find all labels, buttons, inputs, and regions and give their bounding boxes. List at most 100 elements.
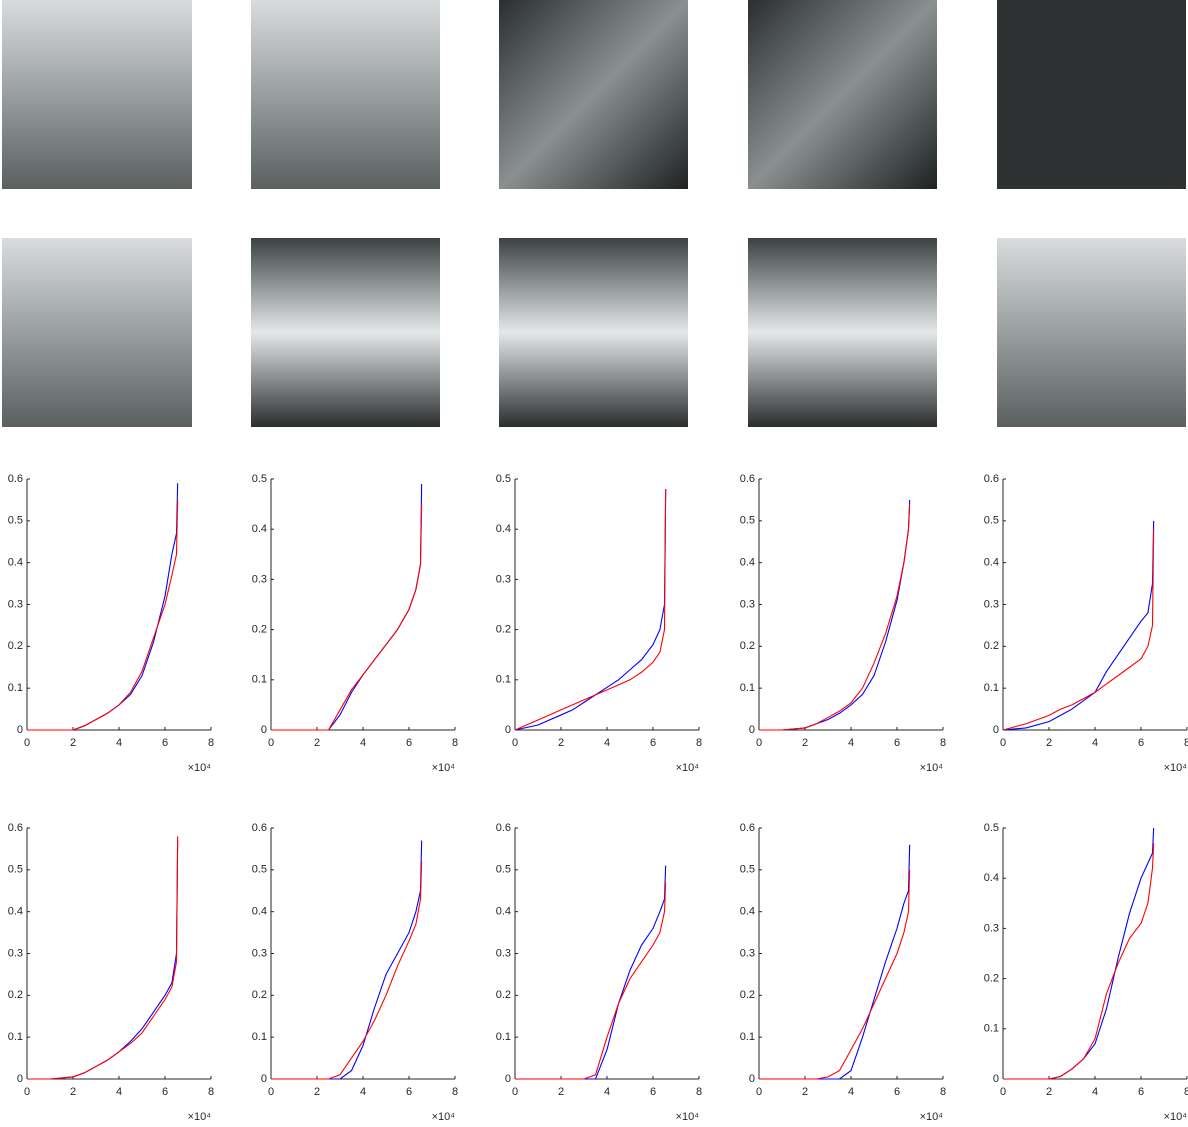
data-line	[515, 866, 666, 1079]
y-tick-label: 0.1	[252, 674, 267, 686]
photo	[997, 0, 1186, 189]
x-tick-label: 6	[894, 1086, 900, 1098]
x-multiplier: ×10⁴	[920, 1111, 944, 1123]
y-tick-label: 0.2	[8, 989, 23, 1001]
y-tick-label: 0.2	[8, 640, 23, 652]
y-tick-label: 0.3	[496, 573, 511, 585]
data-line	[1003, 843, 1154, 1079]
x-tick-label: 4	[116, 737, 122, 749]
y-tick-label: 0.2	[252, 624, 267, 636]
y-tick-label: 0.4	[984, 557, 999, 569]
data-line	[27, 500, 178, 730]
y-tick-label: 0	[261, 724, 267, 736]
x-tick-label: 0	[268, 737, 274, 749]
x-tick-label: 8	[208, 737, 214, 749]
y-tick-label: 0.5	[984, 515, 999, 527]
x-multiplier: ×10⁴	[676, 1111, 700, 1123]
data-line	[27, 841, 178, 1079]
y-tick-label: 0.5	[496, 473, 511, 485]
x-tick-label: 8	[940, 737, 946, 749]
x-multiplier: ×10⁴	[432, 1111, 456, 1123]
data-line	[515, 489, 666, 730]
x-multiplier: ×10⁴	[1164, 762, 1188, 774]
y-tick-label: 0	[749, 1073, 755, 1085]
y-tick-label: 0.3	[8, 947, 23, 959]
x-tick-label: 8	[452, 1086, 458, 1098]
data-line	[27, 483, 178, 730]
y-tick-label: 0.3	[8, 598, 23, 610]
x-tick-label: 4	[604, 1086, 610, 1098]
y-tick-label: 0.3	[740, 598, 755, 610]
y-tick-label: 0.4	[496, 523, 511, 535]
y-tick-label: 0.1	[8, 682, 23, 694]
x-tick-label: 0	[756, 737, 762, 749]
y-tick-label: 0.6	[8, 473, 23, 485]
y-tick-label: 0.1	[8, 1031, 23, 1043]
x-tick-label: 2	[558, 737, 564, 749]
photo-row	[2, 0, 1186, 427]
y-tick-label: 0	[17, 724, 23, 736]
y-tick-label: 0.2	[740, 989, 755, 1001]
data-line	[271, 861, 422, 1079]
x-tick-label: 4	[848, 737, 854, 749]
x-tick-label: 6	[406, 1086, 412, 1098]
y-tick-label: 0.5	[252, 864, 267, 876]
y-tick-label: 0.5	[252, 473, 267, 485]
figure: 0 0.1 0.2 0.3 0.4 0.5 0.6 0 2 4 6 8 ×10⁴ 0 0.1 0.2 0.3 0.…	[0, 0, 1188, 1127]
y-tick-label: 0.2	[984, 973, 999, 985]
y-tick-label: 0.4	[8, 557, 23, 569]
y-tick-label: 0	[749, 724, 755, 736]
y-tick-label: 0.6	[984, 473, 999, 485]
x-tick-label: 4	[360, 737, 366, 749]
x-tick-label: 4	[1092, 737, 1098, 749]
y-tick-label: 0.5	[8, 864, 23, 876]
x-tick-label: 8	[940, 1086, 946, 1098]
x-multiplier: ×10⁴	[188, 1111, 212, 1123]
y-tick-label: 0.2	[740, 640, 755, 652]
x-tick-label: 6	[650, 737, 656, 749]
y-tick-label: 0	[993, 724, 999, 736]
x-tick-label: 4	[360, 1086, 366, 1098]
data-line	[515, 882, 666, 1079]
y-tick-label: 0.3	[252, 947, 267, 959]
x-tick-label: 2	[314, 737, 320, 749]
data-line	[1003, 828, 1154, 1079]
y-tick-label: 0.3	[740, 947, 755, 959]
y-tick-label: 0.1	[984, 682, 999, 694]
y-tick-label: 0	[993, 1073, 999, 1085]
photo	[251, 238, 440, 427]
x-tick-label: 0	[756, 1086, 762, 1098]
y-tick-label: 0.4	[8, 906, 23, 918]
y-tick-label: 0.5	[984, 822, 999, 834]
y-tick-label: 0	[505, 1073, 511, 1085]
y-tick-label: 0	[505, 724, 511, 736]
x-tick-label: 4	[116, 1086, 122, 1098]
x-tick-label: 2	[558, 1086, 564, 1098]
data-line	[27, 836, 178, 1079]
data-line	[759, 870, 910, 1079]
y-tick-label: 0.4	[252, 906, 267, 918]
y-tick-label: 0.4	[984, 872, 999, 884]
x-tick-label: 2	[70, 1086, 76, 1098]
y-tick-label: 0.5	[8, 515, 23, 527]
x-tick-label: 2	[70, 737, 76, 749]
y-tick-label: 0.1	[984, 1023, 999, 1035]
x-tick-label: 0	[1000, 737, 1006, 749]
x-tick-label: 8	[696, 1086, 702, 1098]
x-tick-label: 2	[314, 1086, 320, 1098]
data-line	[271, 841, 422, 1079]
x-tick-label: 8	[452, 737, 458, 749]
y-tick-label: 0.3	[984, 598, 999, 610]
x-tick-label: 8	[1184, 737, 1188, 749]
y-tick-label: 0.6	[496, 822, 511, 834]
photo	[2, 0, 192, 189]
photo	[748, 0, 937, 189]
x-multiplier: ×10⁴	[676, 762, 700, 774]
x-tick-label: 6	[162, 737, 168, 749]
y-tick-label: 0.2	[496, 624, 511, 636]
x-tick-label: 6	[650, 1086, 656, 1098]
x-multiplier: ×10⁴	[920, 762, 944, 774]
x-tick-label: 4	[848, 1086, 854, 1098]
y-tick-label: 0.6	[252, 822, 267, 834]
x-tick-label: 2	[1046, 737, 1052, 749]
